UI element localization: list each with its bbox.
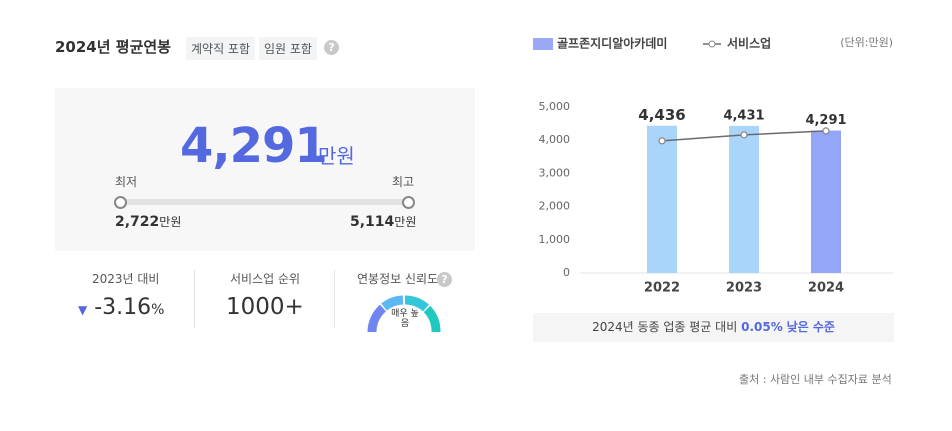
summary-box	[55, 88, 475, 251]
tag: 임원 포함	[259, 37, 317, 60]
range-handle	[114, 196, 127, 209]
x-tick-label: 2022	[644, 281, 680, 296]
text: 2024년 동종 업종 평균 대비	[592, 320, 738, 334]
point	[740, 131, 748, 139]
gauge	[367, 295, 441, 333]
stat-value: 1000+	[226, 294, 304, 320]
legend-swatch	[533, 38, 553, 50]
legend-swatch	[708, 40, 716, 48]
comparison: 2024년 동종 업종 평균 대비 0.05% 낮은 수준	[533, 313, 894, 342]
unit: 만원	[159, 215, 182, 229]
range-handle	[402, 196, 415, 209]
y-tick-label: 4,000	[539, 133, 571, 146]
max-value: 5,114만원	[350, 213, 416, 230]
chart: (단위:만원) 0 1,000 2,000 3,000 4,000 5,000 2022 20…	[533, 36, 893, 296]
y-tick-label: 3,000	[539, 166, 571, 179]
point	[822, 127, 830, 135]
point	[658, 137, 666, 145]
value: 0.05%	[741, 320, 783, 334]
help-icon[interactable]: ?	[324, 40, 339, 55]
help-icon[interactable]: ?	[437, 272, 452, 287]
title: 2024년 평균연봉	[55, 38, 171, 56]
value-label: 4,431	[723, 108, 764, 123]
value-label: 4,291	[805, 113, 846, 128]
range-bar	[120, 199, 408, 205]
bar	[647, 125, 677, 274]
stat-label: 서비스업 순위	[230, 272, 301, 286]
source: 출처 : 사람인 내부 수집자료 분석	[739, 373, 892, 386]
min-label: 최저	[115, 175, 138, 189]
average-unit: 만원	[318, 144, 355, 168]
stat-label: 2023년 대비	[92, 272, 160, 286]
y-tick-label: 5,000	[539, 100, 571, 113]
unit-note: (단위:만원)	[840, 36, 893, 49]
value: -3.16	[94, 295, 152, 320]
legend-label: 골프존지디알아카데미	[557, 36, 667, 51]
unit: 만원	[394, 215, 417, 229]
gauge-label: 매우 높음	[391, 309, 419, 329]
divider	[334, 270, 335, 328]
max: 5,114	[350, 214, 395, 230]
unit: %	[151, 302, 165, 318]
bar	[729, 125, 759, 273]
y-tick-label: 2,000	[539, 200, 571, 213]
y-tick-label: 0	[563, 266, 570, 279]
min-value: 2,722만원	[115, 213, 181, 230]
min: 2,722	[115, 214, 160, 230]
legend-label: 서비스업	[727, 36, 771, 51]
value-label: 4,436	[638, 106, 685, 124]
bar	[811, 130, 841, 273]
stat-value: ▼ -3.16%	[78, 295, 165, 320]
x-tick-label: 2024	[808, 281, 844, 296]
stat-label: 연봉정보 신뢰도	[357, 272, 439, 286]
average: 4,291	[180, 118, 328, 174]
max-label: 최고	[392, 175, 415, 189]
y-tick-label: 1,000	[539, 233, 571, 246]
divider	[194, 270, 195, 328]
level: 낮은 수준	[786, 320, 835, 334]
tag: 계약직 포함	[186, 37, 256, 60]
x-tick-label: 2023	[726, 281, 762, 296]
